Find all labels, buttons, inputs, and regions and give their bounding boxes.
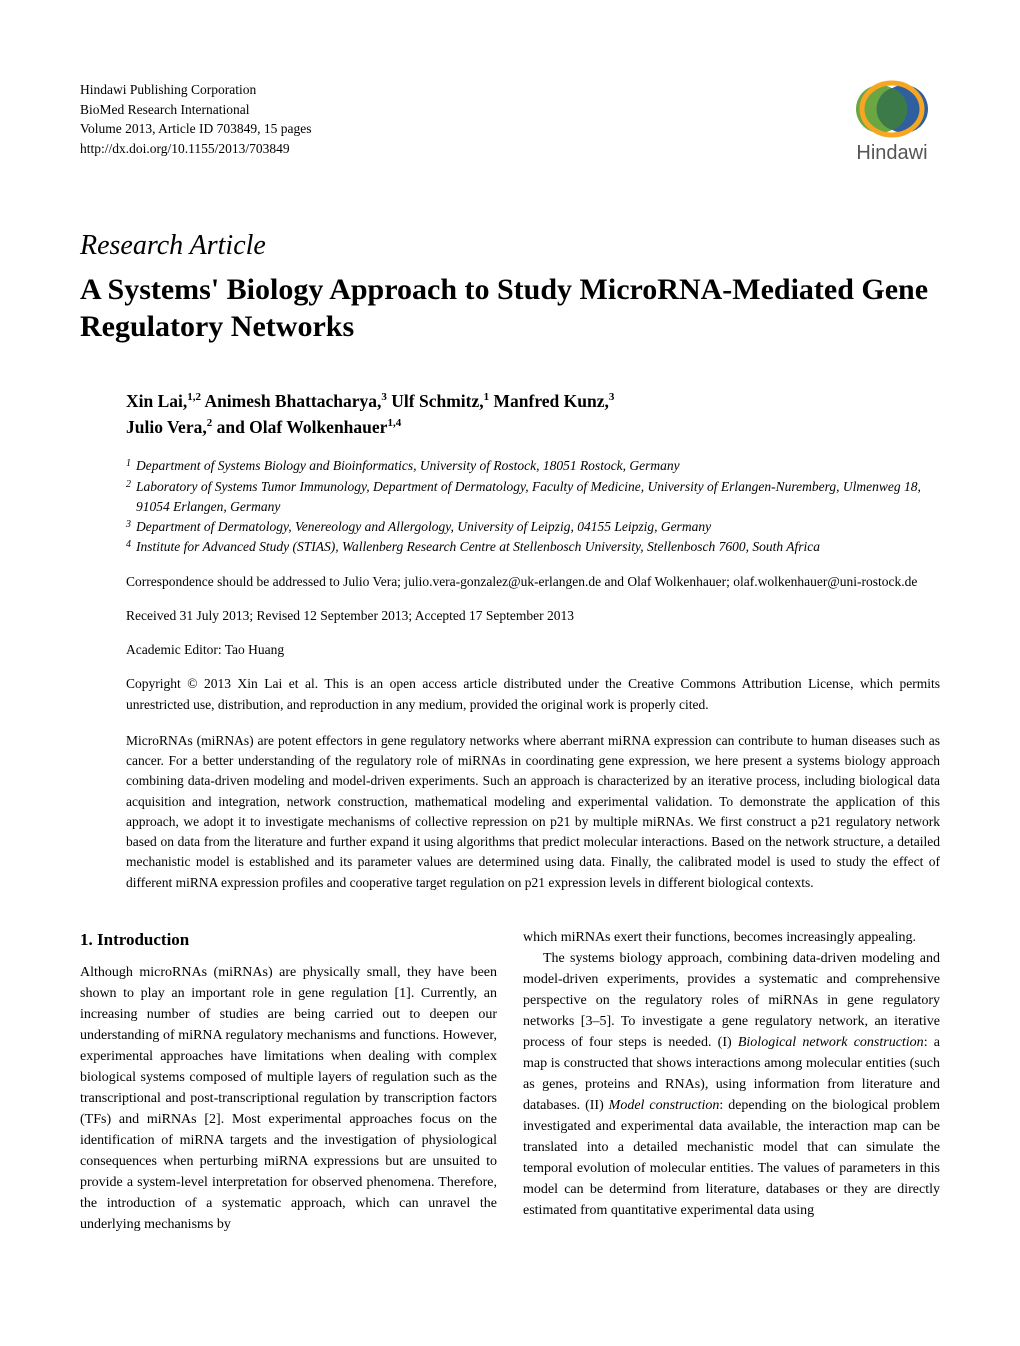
- author-segment: and Olaf Wolkenhauer: [212, 417, 387, 437]
- author-affil-sup: 1,2: [187, 391, 201, 403]
- author-affil-sup: 1,4: [387, 417, 401, 429]
- body-paragraph: The systems biology approach, combining …: [523, 948, 940, 1221]
- author-segment: Julio Vera,: [126, 417, 207, 437]
- content-columns: 1. Introduction Although microRNAs (miRN…: [80, 927, 940, 1236]
- hindawi-logo-icon: [844, 80, 940, 138]
- column-right: which miRNAs exert their functions, beco…: [523, 927, 940, 1236]
- copyright-notice: Copyright © 2013 Xin Lai et al. This is …: [126, 674, 940, 715]
- affiliation-text: Department of Systems Biology and Bioinf…: [136, 456, 680, 476]
- header-row: Hindawi Publishing Corporation BioMed Re…: [80, 80, 940, 167]
- publisher-corporation: Hindawi Publishing Corporation: [80, 80, 311, 100]
- body-paragraph: which miRNAs exert their functions, beco…: [523, 927, 940, 948]
- author-affil-sup: 3: [609, 391, 615, 403]
- affiliation-number: 3: [126, 517, 134, 537]
- author-segment: Ulf Schmitz,: [387, 391, 484, 411]
- affiliation-row: 4Institute for Advanced Study (STIAS), W…: [126, 537, 940, 557]
- affiliations-block: 1Department of Systems Biology and Bioin…: [126, 456, 940, 557]
- affiliation-number: 4: [126, 537, 134, 557]
- section-heading: 1. Introduction: [80, 927, 497, 953]
- abstract: MicroRNAs (miRNAs) are potent effectors …: [126, 731, 940, 893]
- author-segment: Manfred Kunz,: [489, 391, 609, 411]
- academic-editor: Academic Editor: Tao Huang: [126, 640, 940, 660]
- article-dates: Received 31 July 2013; Revised 12 Septem…: [126, 606, 940, 626]
- publisher-logo-text: Hindawi: [844, 140, 940, 167]
- author-segment: Xin Lai,: [126, 391, 187, 411]
- text-run-italic: Biological network construction: [738, 1035, 924, 1050]
- article-type: Research Article: [80, 227, 940, 265]
- publisher-volume: Volume 2013, Article ID 703849, 15 pages: [80, 119, 311, 139]
- body-paragraph: Although microRNAs (miRNAs) are physical…: [80, 962, 497, 1235]
- publisher-doi: http://dx.doi.org/10.1155/2013/703849: [80, 139, 311, 159]
- affiliation-text: Department of Dermatology, Venereology a…: [136, 517, 711, 537]
- text-run: : depending on the biological problem in…: [523, 1098, 940, 1218]
- affiliation-row: 1Department of Systems Biology and Bioin…: [126, 456, 940, 476]
- publisher-logo: Hindawi: [844, 80, 940, 167]
- column-left: 1. Introduction Although microRNAs (miRN…: [80, 927, 497, 1236]
- affiliation-number: 1: [126, 456, 134, 476]
- text-run-italic: Model construction: [609, 1098, 720, 1113]
- article-title: A Systems' Biology Approach to Study Mic…: [80, 271, 940, 346]
- author-segment: Animesh Bhattacharya,: [201, 391, 381, 411]
- affiliation-number: 2: [126, 477, 134, 518]
- correspondence: Correspondence should be addressed to Ju…: [126, 572, 940, 592]
- affiliation-row: 2Laboratory of Systems Tumor Immunology,…: [126, 477, 940, 518]
- affiliation-row: 3Department of Dermatology, Venereology …: [126, 517, 940, 537]
- authors-block: Xin Lai,1,2 Animesh Bhattacharya, 3 Ulf S…: [126, 388, 940, 441]
- affiliation-text: Laboratory of Systems Tumor Immunology, …: [136, 477, 940, 518]
- publisher-info: Hindawi Publishing Corporation BioMed Re…: [80, 80, 311, 158]
- publisher-journal: BioMed Research International: [80, 100, 311, 120]
- affiliation-text: Institute for Advanced Study (STIAS), Wa…: [136, 537, 820, 557]
